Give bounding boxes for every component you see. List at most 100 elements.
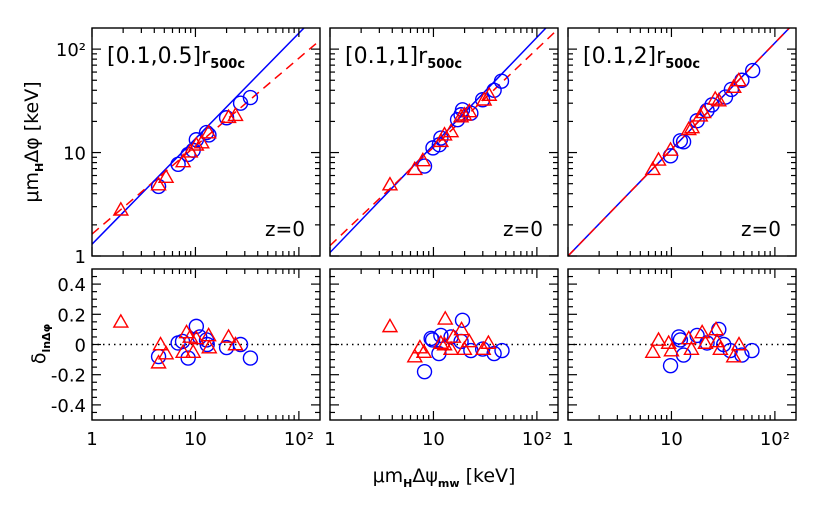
red-triangle-point bbox=[152, 336, 169, 351]
residual-panel-2: 1 10 10² bbox=[324, 268, 559, 450]
plot-area bbox=[330, 310, 558, 380]
blue-circle-point bbox=[174, 333, 191, 350]
red-triangle-point bbox=[730, 336, 748, 351]
red-triangle-point bbox=[695, 103, 712, 119]
red-triangle-point bbox=[182, 143, 199, 158]
red-triangle-point bbox=[414, 151, 432, 167]
red-triangle-point bbox=[680, 330, 697, 345]
red-triangle-point bbox=[456, 340, 473, 355]
red-dashed-fit-line bbox=[568, 28, 791, 256]
xlabel-mid: Δψ bbox=[412, 465, 438, 487]
red-triangle-point bbox=[683, 119, 701, 134]
y-tick-label: -0.2 bbox=[51, 366, 86, 387]
red-triangle-point bbox=[381, 176, 399, 191]
y-tick-label: 1 bbox=[75, 247, 86, 268]
radial-range-label: [0.1,0.5]r500c bbox=[107, 44, 245, 72]
main-panel-2: [0.1,1]r500c z=0 bbox=[329, 27, 559, 257]
blue-solid-fit-line bbox=[330, 28, 547, 254]
blue-circle-point bbox=[423, 330, 439, 347]
red-triangle-point bbox=[193, 134, 210, 149]
blue-circle-point bbox=[744, 62, 761, 79]
red-triangle-point bbox=[644, 343, 661, 358]
blue-circle-point bbox=[199, 336, 215, 353]
red-triangle-point bbox=[480, 334, 497, 349]
main-panel-1: 1 10 10² [0.1,0.5]r500c z=0 bbox=[56, 27, 321, 268]
red-triangle-point bbox=[200, 124, 217, 139]
blue-circle-point bbox=[493, 73, 510, 89]
top-ylabel-main: μm bbox=[21, 172, 43, 203]
red-triangle-point bbox=[227, 106, 244, 122]
radial-range-subscript: 500c bbox=[210, 57, 245, 72]
red-triangle-point bbox=[452, 108, 470, 123]
red-triangle-point bbox=[381, 317, 399, 333]
x-tick-label: 10 bbox=[660, 429, 683, 450]
radial-range-label: [0.1,1]r500c bbox=[345, 44, 462, 72]
blue-circle-point bbox=[180, 350, 196, 366]
red-triangle-point bbox=[150, 354, 167, 369]
red-triangle-point bbox=[725, 348, 742, 363]
x-tick-label: 10² bbox=[760, 429, 790, 450]
red-triangle-point bbox=[683, 340, 700, 355]
plot-area bbox=[92, 313, 320, 369]
red-triangle-point bbox=[406, 160, 423, 176]
red-triangle-point bbox=[220, 328, 237, 343]
blue-circle-point bbox=[150, 178, 167, 195]
blue-circle-point bbox=[672, 332, 689, 348]
y-tick-label: 10² bbox=[56, 40, 86, 61]
panel-frame bbox=[91, 27, 321, 257]
panel-frame bbox=[567, 27, 797, 257]
red-triangle-point bbox=[445, 328, 462, 343]
bottom-ylabel-sub: lnΔφ bbox=[40, 324, 53, 353]
main-panel-3: [0.1,2]r500c z=0 bbox=[567, 27, 797, 257]
red-triangle-point bbox=[188, 330, 205, 345]
red-triangle-point bbox=[436, 126, 453, 141]
red-triangle-point bbox=[650, 331, 667, 346]
red-triangle-point bbox=[442, 123, 460, 138]
redshift-label: z=0 bbox=[503, 217, 543, 241]
red-triangle-point bbox=[442, 340, 460, 355]
blue-circle-point bbox=[734, 347, 750, 363]
radial-range-text: [0.1,2]r bbox=[583, 44, 666, 69]
plot-area bbox=[330, 28, 558, 254]
red-triangle-point bbox=[437, 310, 454, 325]
x-tick-label: 1 bbox=[324, 429, 335, 450]
red-triangle-point bbox=[680, 120, 697, 136]
plot-area bbox=[568, 28, 791, 256]
blue-circle-point bbox=[744, 342, 760, 359]
blue-circle-point bbox=[662, 357, 679, 374]
xlabel-rest: [keV] bbox=[460, 465, 516, 487]
red-triangle-point bbox=[456, 106, 473, 121]
blue-circle-point bbox=[232, 95, 249, 111]
blue-circle-point bbox=[170, 156, 186, 172]
red-triangle-point bbox=[227, 336, 244, 351]
radial-range-subscript: 500c bbox=[427, 57, 462, 72]
red-triangle-point bbox=[188, 136, 205, 151]
plot-area bbox=[568, 320, 796, 374]
panel-frame bbox=[329, 27, 559, 257]
blue-circle-point bbox=[494, 342, 510, 359]
blue-circle-point bbox=[188, 318, 205, 335]
radial-range-text: [0.1,0.5]r bbox=[107, 44, 211, 69]
red-triangle-point bbox=[415, 343, 433, 358]
red-dashed-fit-line bbox=[92, 39, 320, 235]
red-triangle-point bbox=[650, 151, 667, 166]
x-tick-label: 10² bbox=[522, 429, 552, 450]
blue-circle-point bbox=[433, 130, 449, 146]
blue-circle-point bbox=[242, 89, 259, 106]
red-triangle-point bbox=[461, 102, 478, 118]
top-ylabel-sub: H bbox=[33, 163, 46, 172]
panel-frame bbox=[91, 268, 321, 421]
red-triangle-point bbox=[432, 334, 450, 349]
red-triangle-point bbox=[644, 160, 661, 176]
red-triangle-point bbox=[697, 334, 714, 349]
red-triangle-point bbox=[150, 176, 167, 191]
blue-circle-point bbox=[416, 363, 433, 380]
y-tick-label: -0.4 bbox=[51, 396, 86, 417]
red-triangle-point bbox=[730, 72, 748, 87]
red-triangle-point bbox=[712, 340, 729, 355]
top-y-axis-label: μmHΔφ [keV] bbox=[21, 81, 46, 202]
blue-circle-point bbox=[689, 327, 705, 344]
blue-circle-point bbox=[424, 332, 441, 348]
